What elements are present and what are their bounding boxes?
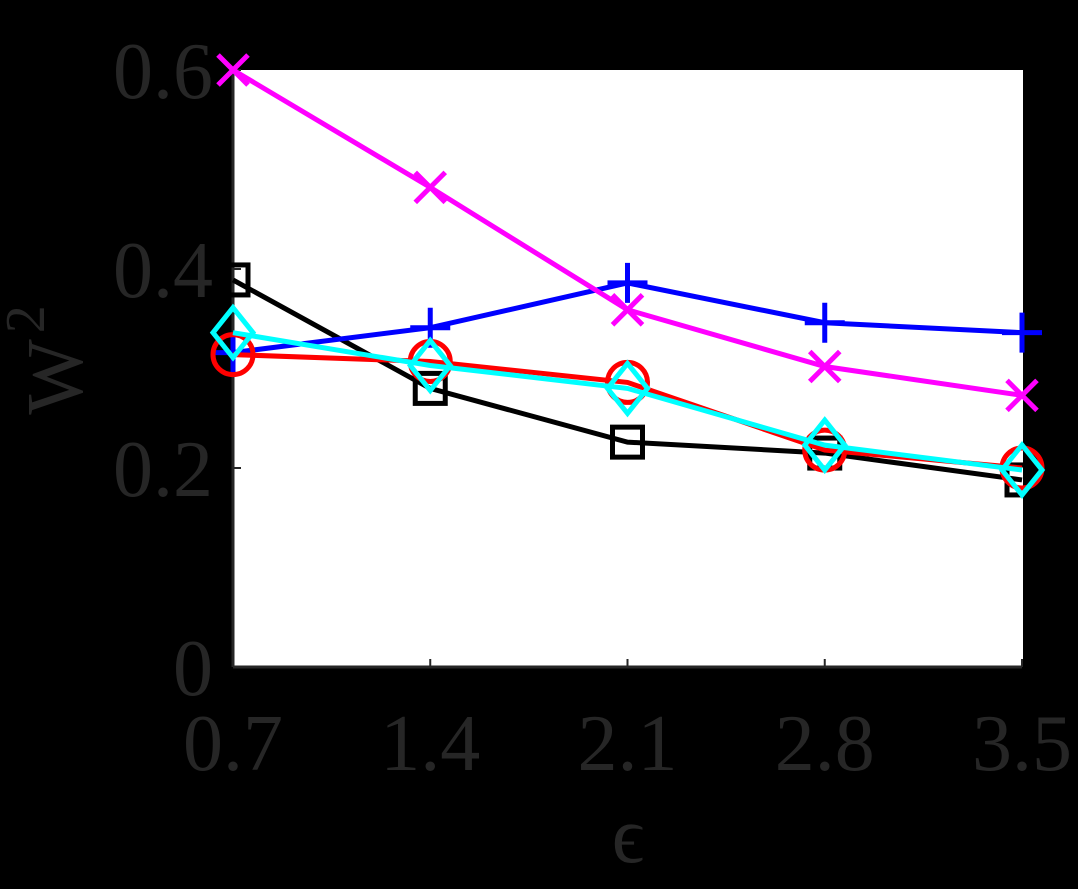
x-tick-label: 2.1 (578, 700, 678, 788)
x-tick-label: 1.4 (380, 700, 480, 788)
series-cyan-diamond (209, 303, 1046, 499)
series-line (232, 330, 1023, 473)
series-blue-plus (213, 262, 1042, 373)
x-tick-label: 2.8 (775, 700, 875, 788)
series-group (209, 53, 1046, 499)
y-tick-label: 0 (173, 625, 213, 713)
diamond-marker (209, 303, 257, 362)
square-marker (215, 262, 251, 298)
series-line (232, 352, 1023, 471)
plus-marker (1002, 312, 1042, 353)
diamond-marker (604, 359, 651, 418)
square-marker (610, 424, 645, 460)
x-marker (807, 349, 842, 384)
tick-labels: 0.7 1.4 2.1 2.8 3.5 0 0.2 0.4 0.6 (113, 28, 1072, 788)
diamond-marker (998, 440, 1046, 499)
svg-text:W2: W2 (0, 305, 100, 415)
plus-marker (607, 262, 648, 303)
plot-area (233, 70, 1023, 667)
y-tick-label: 0.4 (113, 227, 213, 315)
x-tick-label: 3.5 (972, 700, 1072, 788)
x-marker (1005, 378, 1039, 413)
diamond-marker (801, 416, 848, 475)
x-tick-label: 0.7 (183, 700, 283, 788)
y-axis-label-subscript: 2 (0, 305, 57, 333)
square-marker (412, 370, 448, 406)
series-magenta-x (216, 53, 1039, 413)
x-axis-label: ϵ (612, 792, 644, 880)
x-marker (216, 53, 250, 87)
y-axis-label-main: W (12, 339, 100, 415)
x-marker (610, 293, 645, 327)
y-tick-label: 0.2 (113, 426, 213, 514)
y-tick-label: 0.6 (113, 28, 213, 116)
diamond-marker (407, 336, 454, 395)
y-axis-label: W2 (0, 305, 100, 415)
plus-marker (804, 302, 845, 343)
x-marker (413, 170, 448, 205)
